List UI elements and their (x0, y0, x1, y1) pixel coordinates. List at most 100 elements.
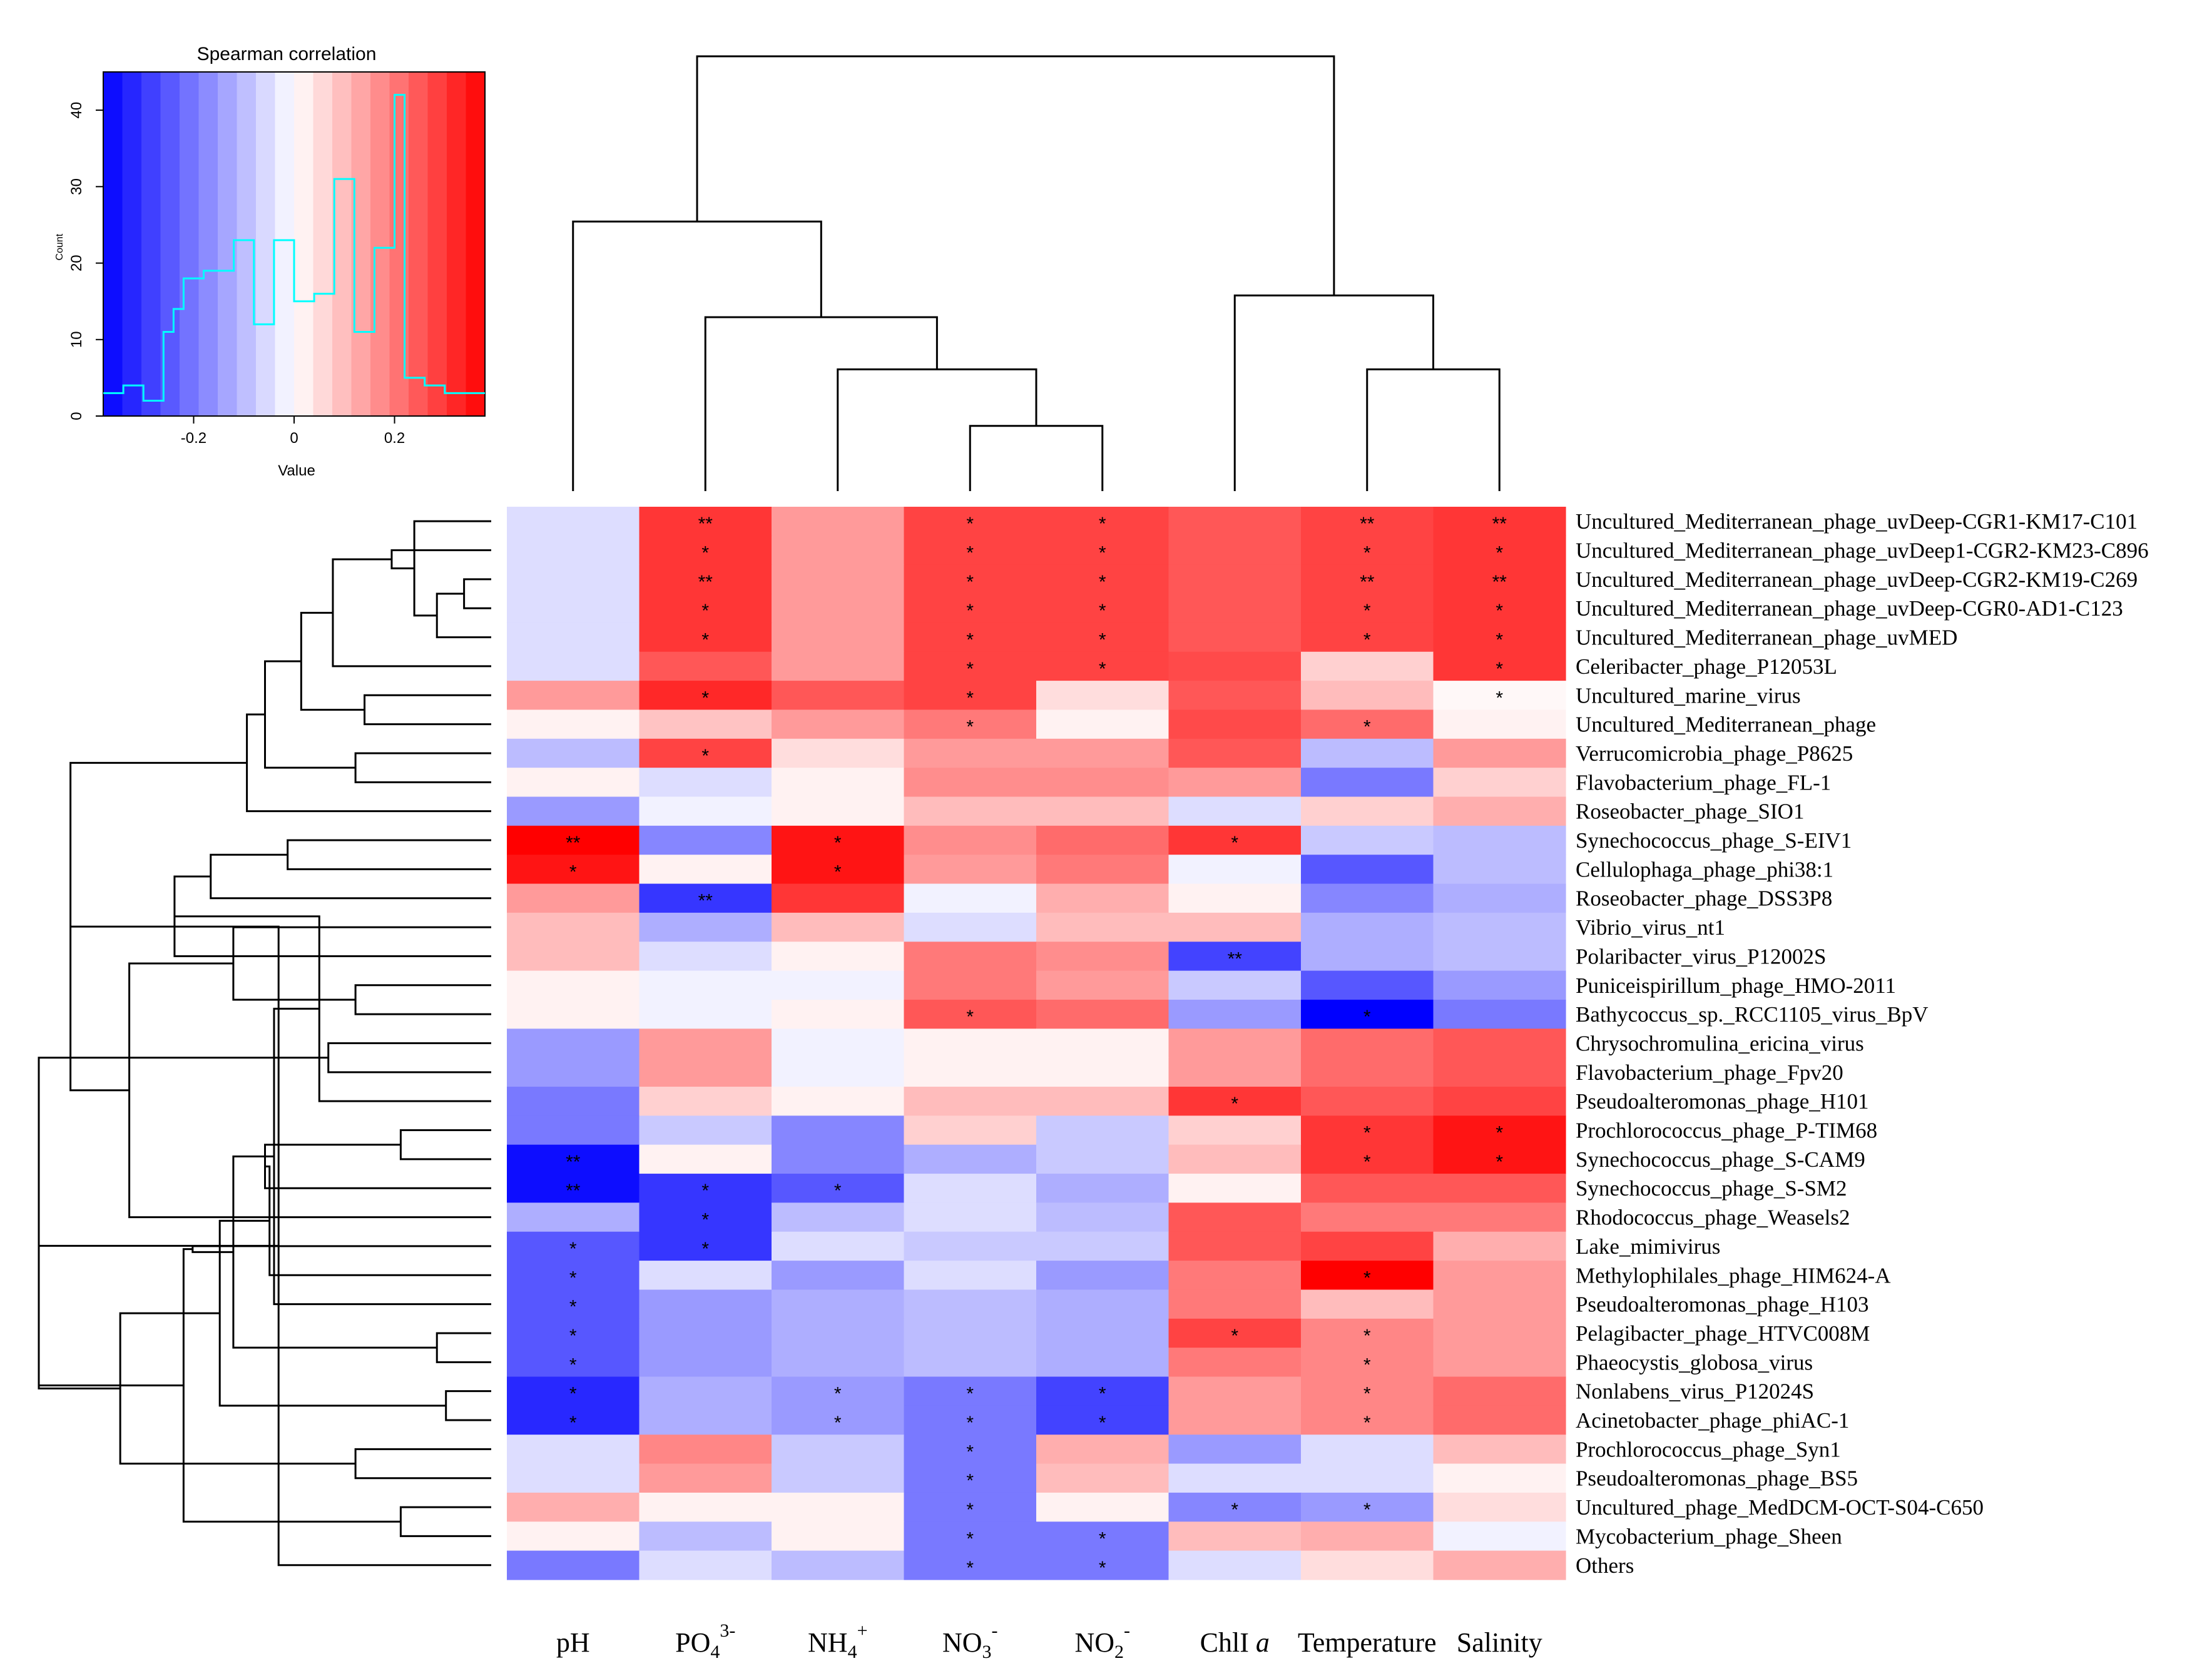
significance-mark: * (569, 1297, 577, 1318)
heatmap-cell (1301, 564, 1434, 594)
row-dendrogram-branch (332, 558, 491, 668)
heatmap-cell (1433, 536, 1566, 566)
heatmap-cell (1168, 768, 1302, 798)
column-label: NO2- (1074, 1620, 1130, 1661)
heatmap-cell (1301, 536, 1434, 566)
heatmap-cell (507, 1144, 640, 1174)
significance-mark: * (1099, 1558, 1106, 1578)
significance-mark: * (701, 688, 709, 708)
row-label: Uncultured_phage_MedDCM-OCT-S04-C650 (1576, 1495, 1984, 1520)
heatmap-cell (1301, 912, 1434, 942)
heatmap-cell (507, 1550, 640, 1580)
column-dendrogram-branch (704, 316, 938, 491)
heatmap-cell (639, 1202, 772, 1232)
heatmap-cell (507, 1231, 640, 1261)
heatmap-cell (1168, 1405, 1302, 1435)
row-dendrogram-branch (436, 1332, 491, 1363)
heatmap-cell (904, 1492, 1037, 1522)
heatmap-cell (1433, 1144, 1566, 1174)
significance-mark: * (966, 1007, 974, 1027)
heatmap-cell (904, 651, 1037, 681)
heatmap-cell (1168, 1463, 1302, 1493)
heatmap-cell (1433, 912, 1566, 942)
heatmap-cell (1301, 1231, 1434, 1261)
row-dendrogram-branch (399, 1129, 491, 1161)
heatmap-cell (639, 1115, 772, 1145)
heatmap-cell (1168, 1202, 1302, 1232)
heatmap-cells (507, 507, 1566, 1580)
heatmap-cell (1433, 651, 1566, 681)
heatmap-cell (772, 970, 905, 1000)
heatmap-cell (1036, 536, 1170, 566)
heatmap-cell (507, 1289, 640, 1319)
row-dendrogram-branch (327, 1042, 491, 1074)
significance-mark: * (1363, 1152, 1371, 1172)
heatmap-cell (639, 564, 772, 594)
row-label: Lake_mimivirus (1576, 1234, 1720, 1259)
heatmap-cell (1433, 622, 1566, 653)
heatmap-cell (904, 1115, 1037, 1145)
heatmap-cell (1301, 768, 1434, 798)
heatmap-cell (1301, 999, 1434, 1029)
heatmap-cell (1301, 1087, 1434, 1116)
heatmap-cell (1036, 1174, 1170, 1203)
heatmap-cell (1301, 1289, 1434, 1319)
heatmap-cell (639, 970, 772, 1000)
heatmap-cell (1168, 622, 1302, 653)
heatmap-cell (507, 1261, 640, 1291)
heatmap-cell (1036, 1115, 1170, 1145)
color-key-band (389, 72, 409, 416)
heatmap-cell (1433, 709, 1566, 739)
column-dendrogram (572, 55, 1501, 491)
heatmap-cell (904, 594, 1037, 623)
heatmap-cell (1433, 1202, 1566, 1232)
heatmap-cell (904, 1029, 1037, 1059)
heatmap-cell (1036, 1521, 1170, 1552)
heatmap-cell (772, 681, 905, 711)
heatmap-cell (507, 1318, 640, 1348)
significance-mark: * (966, 630, 974, 651)
heatmap-cell (507, 1405, 640, 1435)
heatmap-cell (1036, 709, 1170, 739)
heatmap-cell (1168, 1261, 1302, 1291)
heatmap-cell (507, 536, 640, 566)
heatmap-cell (772, 768, 905, 798)
heatmap-cell (507, 768, 640, 798)
heatmap-cell (1433, 1318, 1566, 1348)
row-label: Cellulophaga_phage_phi38:1 (1576, 857, 1833, 881)
heatmap-cell (1036, 1029, 1170, 1059)
heatmap-cell (1036, 1550, 1170, 1580)
heatmap-cell (1168, 1231, 1302, 1261)
heatmap-cell (904, 1174, 1037, 1203)
heatmap-cell (1168, 738, 1302, 768)
heatmap-cell (1433, 681, 1566, 711)
heatmap-cell (904, 622, 1037, 653)
row-label: Rhodococcus_phage_Weasels2 (1576, 1206, 1850, 1230)
heatmap-cell (904, 1376, 1037, 1406)
significance-mark: * (569, 1267, 577, 1288)
significance-mark: * (569, 1239, 577, 1259)
significance-mark: ** (698, 572, 713, 592)
row-label: Vibrio_virus_nt1 (1576, 915, 1725, 940)
color-key-ytick-label: 0 (68, 412, 85, 420)
heatmap-cell (1433, 1231, 1566, 1261)
heatmap-cell (1433, 1463, 1566, 1493)
significance-mark: * (1363, 1384, 1371, 1404)
heatmap-cell (904, 1144, 1037, 1174)
row-dendrogram-branch (390, 549, 491, 569)
column-dendrogram-branch (837, 368, 1037, 491)
heatmap-cell (1168, 651, 1302, 681)
heatmap-cell (1168, 1492, 1302, 1522)
significance-mark: * (1099, 1413, 1106, 1433)
heatmap-cell (1168, 855, 1302, 885)
heatmap-cell (1433, 738, 1566, 768)
significance-mark: * (966, 572, 974, 592)
significance-mark: * (966, 543, 974, 564)
heatmap-cell (1036, 564, 1170, 594)
row-label: Phaeocystis_globosa_virus (1576, 1350, 1813, 1374)
significance-mark: * (966, 1384, 974, 1404)
column-label: NO3- (942, 1620, 998, 1661)
row-label: Synechococcus_phage_S-CAM9 (1576, 1147, 1865, 1172)
heatmap-cell (507, 912, 640, 942)
significance-mark: * (966, 1413, 974, 1433)
